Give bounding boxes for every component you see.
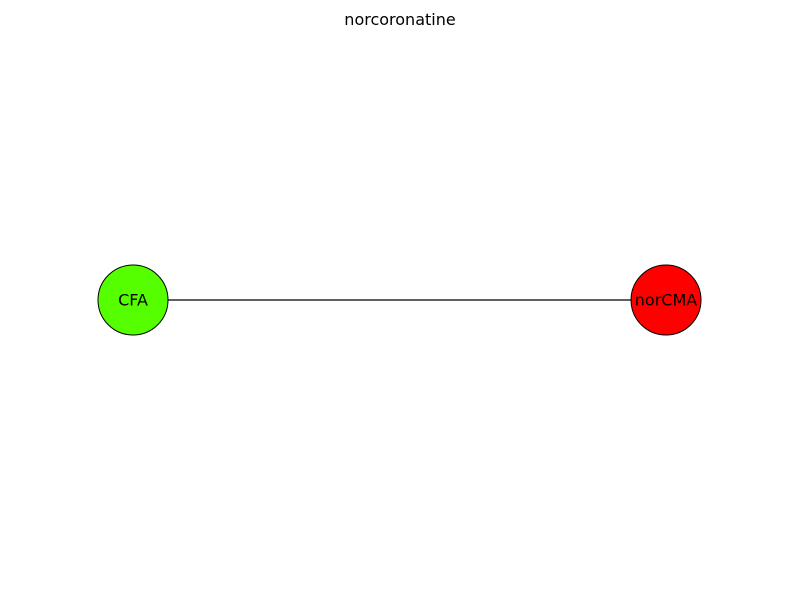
node-cfa-label: CFA: [118, 291, 148, 310]
node-norcma: norCMA: [630, 264, 702, 336]
node-cfa: CFA: [97, 264, 169, 336]
node-norcma-label: norCMA: [635, 291, 697, 310]
node-norcma-circle: [630, 264, 702, 336]
node-cfa-circle: [97, 264, 169, 336]
diagram-title: norcoronatine: [344, 10, 456, 29]
